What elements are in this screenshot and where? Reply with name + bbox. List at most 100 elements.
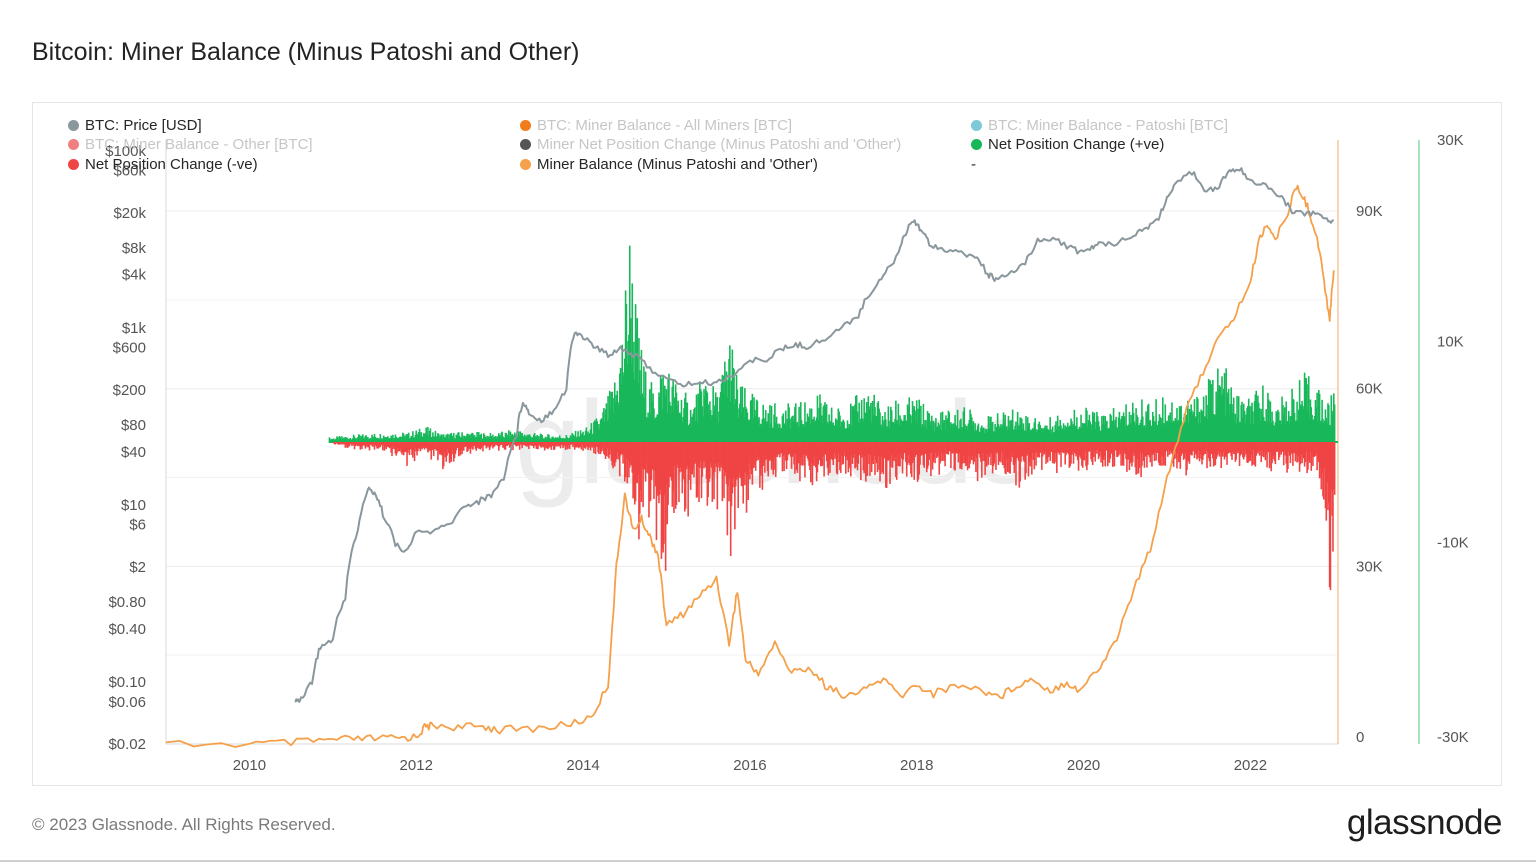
- net-negative-bar: [339, 442, 342, 445]
- net-negative-bar: [907, 442, 910, 456]
- net-positive-bar: [1302, 405, 1304, 442]
- net-positive-bar: [1215, 391, 1217, 442]
- net-positive-bar: [665, 389, 668, 442]
- net-positive-bar: [606, 421, 609, 442]
- legend-item[interactable]: Miner Net Position Change (Minus Patoshi…: [520, 136, 901, 154]
- net-negative-bar: [382, 442, 385, 446]
- net-positive-bar: [470, 434, 473, 442]
- net-positive-bar: [803, 426, 805, 442]
- net-negative-bar: [589, 442, 592, 451]
- net-negative-bar: [691, 442, 694, 475]
- net-negative-bar: [357, 442, 360, 446]
- net-positive-bar: [599, 419, 602, 442]
- net-positive-bar: [1101, 416, 1103, 442]
- net-negative-bar: [446, 442, 448, 456]
- net-negative-bar: [1268, 442, 1271, 469]
- net-positive-bar: [1211, 411, 1213, 442]
- net-negative-bar: [947, 442, 950, 455]
- net-negative-bar: [391, 442, 393, 457]
- legend-item[interactable]: Net Position Change (+ve): [971, 136, 1164, 154]
- net-negative-bar: [479, 442, 482, 450]
- net-positive-bar: [1280, 424, 1283, 442]
- net-negative-bar: [836, 442, 839, 475]
- legend-item[interactable]: BTC: Miner Balance - Patoshi [BTC]: [971, 117, 1228, 135]
- net-negative-bar: [1326, 442, 1328, 483]
- net-negative-bar: [1283, 442, 1286, 452]
- net-negative-bar: [605, 442, 608, 456]
- net-positive-bar: [371, 434, 373, 442]
- net-negative-bar: [902, 442, 905, 460]
- net-negative-bar: [642, 442, 644, 507]
- net-negative-bar: [1097, 442, 1100, 460]
- net-positive-bar: [557, 437, 559, 442]
- legend-item[interactable]: BTC: Miner Balance - Other [BTC]: [68, 136, 313, 154]
- net-negative-bar: [1186, 442, 1188, 470]
- net-positive-bar: [1003, 422, 1006, 442]
- net-negative-bar: [786, 442, 789, 461]
- legend-item[interactable]: Net Position Change (-ve): [68, 156, 258, 174]
- legend-item[interactable]: -: [971, 156, 976, 174]
- net-negative-bar: [1150, 442, 1152, 455]
- net-positive-bar: [855, 395, 857, 442]
- net-negative-bar: [1259, 442, 1262, 451]
- net-positive-bar: [610, 392, 613, 442]
- net-positive-bar: [1055, 421, 1057, 442]
- net-negative-bar: [1287, 442, 1289, 469]
- net-positive-bar: [975, 429, 977, 442]
- net-negative-bar: [1175, 442, 1177, 459]
- net-negative-bar: [850, 442, 853, 456]
- net-negative-bar: [1121, 442, 1124, 466]
- net-negative-bar: [473, 442, 476, 446]
- net-positive-bar: [559, 437, 562, 442]
- net-positive-bar: [577, 431, 579, 442]
- x-tick-label: 2012: [400, 757, 433, 774]
- net-positive-bar: [921, 424, 924, 442]
- net-positive-bar: [727, 379, 729, 442]
- net-positive-bar: [922, 403, 925, 442]
- legend-label: Miner Balance (Minus Patoshi and 'Other'…: [537, 156, 818, 173]
- legend-item[interactable]: Miner Balance (Minus Patoshi and 'Other'…: [520, 156, 818, 174]
- net-positive-bar: [650, 382, 653, 442]
- net-positive-bar: [1237, 396, 1240, 442]
- net-negative-bar: [626, 442, 629, 484]
- net-positive-bar: [651, 401, 654, 442]
- net-negative-bar: [859, 442, 861, 456]
- net-negative-bar: [590, 442, 593, 446]
- net-negative-bar: [739, 442, 741, 474]
- net-positive-bar: [867, 396, 870, 442]
- legend-label: -: [971, 156, 976, 173]
- net-positive-bar: [1051, 432, 1053, 442]
- net-positive-bar: [960, 418, 962, 442]
- net-negative-bar: [342, 442, 345, 445]
- net-negative-bar: [343, 442, 346, 444]
- net-negative-bar: [958, 442, 961, 454]
- net-positive-bar: [429, 428, 432, 442]
- net-positive-bar: [442, 434, 444, 442]
- legend-item[interactable]: BTC: Price [USD]: [68, 117, 202, 135]
- net-positive-bar: [413, 437, 416, 442]
- net-positive-bar: [1035, 428, 1037, 442]
- net-negative-bar: [393, 442, 396, 449]
- net-negative-bar: [744, 442, 746, 486]
- net-negative-bar: [646, 442, 649, 473]
- net-negative-bar: [807, 442, 810, 461]
- net-negative-bar: [594, 442, 597, 454]
- net-negative-bar: [1292, 442, 1294, 466]
- net-negative-bar: [1332, 442, 1335, 491]
- net-positive-bar: [985, 429, 988, 442]
- net-positive-bar: [819, 403, 822, 442]
- net-positive-bar: [995, 426, 998, 442]
- net-positive-bar: [1161, 425, 1163, 442]
- net-negative-bar: [1199, 442, 1202, 455]
- legend-item[interactable]: BTC: Miner Balance - All Miners [BTC]: [520, 117, 792, 135]
- net-negative-bar: [1309, 442, 1312, 452]
- net-negative-bar: [548, 442, 551, 447]
- net-negative-bar: [1029, 442, 1031, 467]
- net-positive-bar: [880, 427, 883, 442]
- net-negative-bar: [1156, 442, 1158, 453]
- net-positive-bar: [394, 434, 397, 442]
- net-positive-bar: [996, 413, 999, 442]
- net-negative-bar: [671, 442, 674, 507]
- net-negative-bar: [1256, 442, 1258, 451]
